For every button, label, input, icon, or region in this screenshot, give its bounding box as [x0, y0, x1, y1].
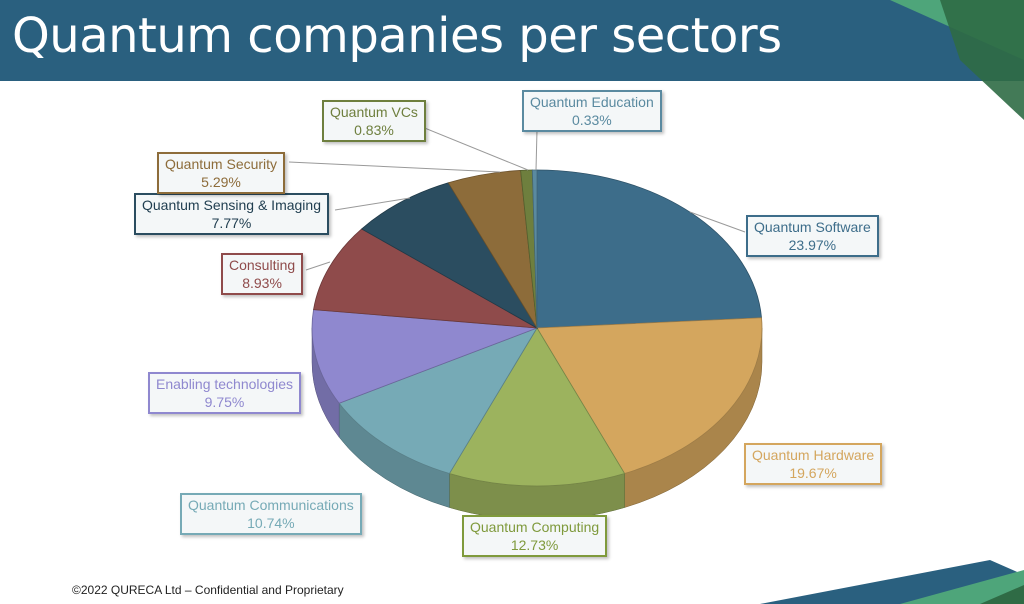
data-label-value: 23.97%: [788, 237, 837, 253]
data-label: Quantum Education 0.33%: [522, 90, 662, 132]
data-label-value: 10.74%: [247, 515, 295, 531]
data-label-name: Quantum Hardware: [752, 447, 875, 463]
leader-line: [689, 211, 746, 233]
leader-line: [288, 161, 501, 173]
title-bar: Quantum companies per sectors: [0, 0, 1024, 81]
data-label-name: Quantum Communications: [188, 497, 354, 513]
pie-slice: [536, 317, 763, 475]
data-label: Enabling technologies 9.75%: [148, 372, 301, 414]
page-title: Quantum companies per sectors: [12, 8, 782, 64]
data-label-value: 8.93%: [242, 275, 282, 291]
data-label-name: Quantum Computing: [470, 519, 600, 535]
data-label: Quantum Computing 12.73%: [462, 515, 608, 557]
data-label-name: Quantum VCs: [330, 104, 418, 120]
leader-line: [535, 129, 538, 171]
leader-line: [305, 261, 331, 271]
data-label-value: 0.33%: [572, 112, 612, 128]
footer-copyright: ©2022 QURECA Ltd – Confidential and Prop…: [72, 583, 344, 597]
data-label: Quantum VCs 0.83%: [322, 100, 426, 142]
data-label: Quantum Sensing & Imaging 7.77%: [134, 193, 329, 235]
data-label: Quantum Communications 10.74%: [180, 493, 362, 535]
data-label: Quantum Hardware 19.67%: [744, 443, 883, 485]
data-label-value: 19.67%: [789, 465, 837, 481]
data-label-name: Consulting: [229, 257, 296, 273]
data-label-name: Quantum Education: [530, 94, 654, 110]
data-label: Quantum Software 23.97%: [746, 215, 879, 257]
data-label-value: 0.83%: [354, 122, 394, 138]
data-label-value: 7.77%: [211, 215, 252, 231]
pie-slice: [448, 327, 626, 487]
data-label-value: 9.75%: [204, 394, 245, 410]
pie-slice: [531, 169, 538, 329]
pie-slice: [338, 327, 538, 475]
pie-slice: [313, 228, 538, 329]
data-label-name: Quantum Sensing & Imaging: [142, 197, 321, 213]
data-label-name: Enabling technologies: [156, 376, 293, 392]
leader-line: [334, 197, 411, 211]
data-label-name: Quantum Software: [754, 219, 871, 235]
data-label-name: Quantum Security: [165, 156, 278, 172]
pie-slice: [536, 169, 762, 329]
data-label: Quantum Security 5.29%: [157, 152, 286, 194]
pie-slice: [360, 182, 539, 330]
data-label-value: 5.29%: [201, 174, 241, 190]
data-label: Consulting 8.93%: [221, 253, 304, 295]
pie-slice: [311, 309, 538, 404]
data-label-value: 12.73%: [510, 537, 559, 553]
